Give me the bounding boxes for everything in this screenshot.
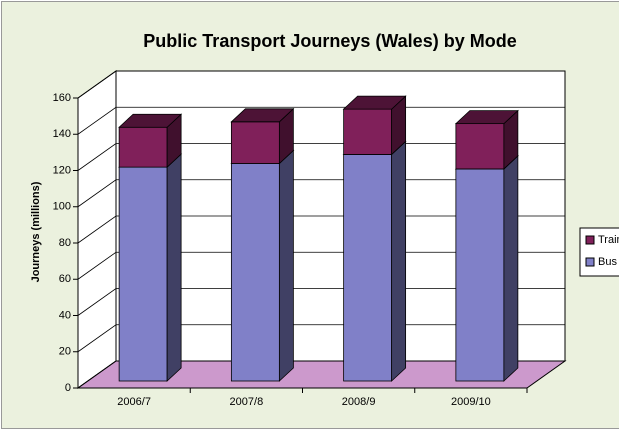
grid-line bbox=[77, 179, 565, 208]
y-tick-label: 80 bbox=[59, 237, 71, 249]
grid-line bbox=[77, 215, 565, 244]
grid-line bbox=[77, 360, 565, 389]
y-tick-label: 100 bbox=[53, 201, 71, 213]
y-tick-label: 120 bbox=[53, 164, 71, 176]
bar-top bbox=[342, 95, 407, 110]
y-tick-label: 20 bbox=[59, 346, 71, 358]
bar-segment bbox=[118, 126, 168, 168]
grid-line bbox=[77, 143, 565, 171]
bar-segment bbox=[230, 163, 280, 382]
y-tick-label: 160 bbox=[53, 92, 71, 104]
legend-swatch bbox=[585, 235, 595, 245]
y-tick-label: 0 bbox=[65, 382, 71, 394]
x-tick-label: 2006/7 bbox=[117, 396, 151, 408]
bar-top bbox=[454, 110, 519, 125]
bar-top bbox=[118, 113, 183, 128]
bar-segment bbox=[230, 121, 280, 164]
bar-top bbox=[230, 108, 295, 123]
y-tick-label: 60 bbox=[59, 273, 71, 285]
y-tick-label: 140 bbox=[53, 128, 71, 140]
legend-label: Train bbox=[598, 234, 619, 246]
bar-segment bbox=[343, 154, 393, 382]
bar-segment bbox=[455, 123, 505, 170]
grid-line bbox=[77, 324, 565, 353]
bar-segment bbox=[118, 166, 168, 382]
x-tick-label: 2009/10 bbox=[451, 396, 491, 408]
bar-segment bbox=[455, 168, 505, 382]
y-tick-label: 40 bbox=[59, 309, 71, 321]
chart-title: Public Transport Journeys (Wales) by Mod… bbox=[143, 31, 516, 51]
grid-line bbox=[77, 288, 565, 316]
legend-swatch bbox=[585, 257, 595, 267]
grid-line bbox=[77, 106, 565, 135]
x-tick-label: 2008/9 bbox=[342, 396, 376, 408]
bar-side bbox=[278, 149, 294, 382]
bar-side bbox=[503, 155, 519, 382]
bar-side bbox=[391, 140, 407, 382]
grid-line bbox=[77, 251, 565, 280]
grid-line bbox=[77, 70, 565, 99]
legend-label: Bus bbox=[598, 256, 617, 268]
bar-side bbox=[166, 153, 182, 382]
bar-segment bbox=[343, 108, 393, 155]
x-tick-label: 2007/8 bbox=[230, 396, 264, 408]
y-axis-label: Journeys (millions) bbox=[30, 181, 42, 282]
